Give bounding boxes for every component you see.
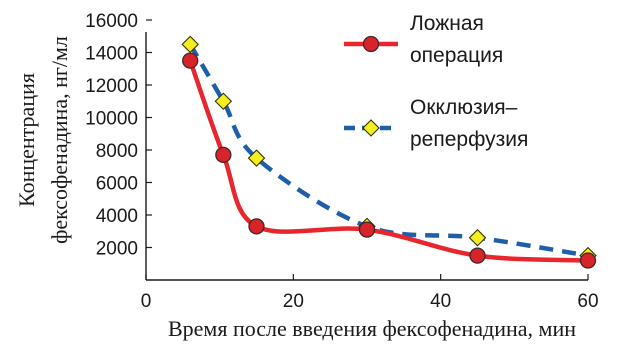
x-tick-label: 60 <box>577 291 598 312</box>
y-axis-title-line-2: фексофенадина, нг/мл <box>47 36 72 244</box>
y-tick-label: 6000 <box>96 174 138 195</box>
y-axis-ticks: 2000 4000 6000 8000 10000 12000 14000 16000 <box>85 11 152 260</box>
legend-label-line: Окклюзия– <box>410 96 518 119</box>
x-tick-label: 20 <box>283 291 304 312</box>
y-tick-label: 4000 <box>96 206 138 227</box>
series-2-point <box>214 92 233 111</box>
series-1-point <box>215 146 232 164</box>
y-tick-label: 14000 <box>85 44 138 65</box>
legend-item-2: Окклюзия– реперфузия <box>344 96 528 151</box>
legend-label-line: операция <box>410 44 503 67</box>
x-tick-label: 0 <box>141 291 152 312</box>
x-axis-ticks: 0 20 40 60 <box>141 274 599 312</box>
series-2-point <box>181 35 199 54</box>
y-axis-title: Концентрация фексофенадина, нг/мл <box>14 36 72 244</box>
series-1-point <box>182 52 199 69</box>
legend-swatch-marker <box>362 35 380 53</box>
series-2-line <box>188 43 589 258</box>
series-2-point <box>468 228 487 247</box>
y-axis-title-line-1: Концентрация <box>14 73 39 207</box>
series-2 <box>181 35 597 265</box>
y-tick-label: 12000 <box>85 76 138 97</box>
y-tick-label: 16000 <box>85 11 138 32</box>
legend-item-1: Ложная операция <box>344 12 503 67</box>
series-1-point <box>469 247 486 264</box>
series-1 <box>182 52 597 269</box>
x-tick-label: 40 <box>430 291 451 312</box>
legend: Ложная операция Окклюзия– реперфузия <box>344 12 528 151</box>
y-tick-label: 10000 <box>85 109 138 130</box>
legend-label-line: Ложная <box>410 12 484 35</box>
series-1-point <box>358 221 376 238</box>
y-tick-label: 8000 <box>96 141 138 162</box>
y-tick-label: 2000 <box>96 239 138 260</box>
series-layer <box>181 35 597 269</box>
legend-label-line: реперфузия <box>410 128 528 151</box>
x-axis-title: Время после введения фексофенадина, мин <box>168 316 576 341</box>
series-1-point <box>579 252 597 269</box>
legend-swatch-marker <box>362 119 380 137</box>
series-1-point <box>248 218 265 235</box>
series-2-point <box>247 149 266 167</box>
